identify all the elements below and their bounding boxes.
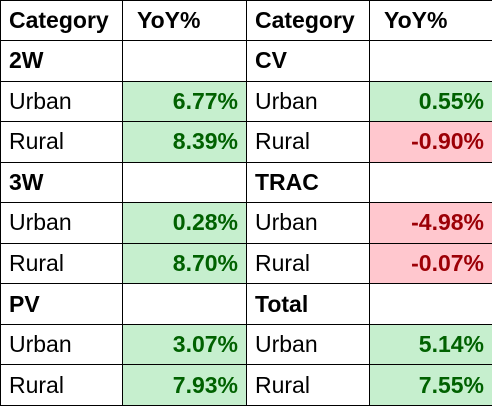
header-yoy-right: YoY%: [369, 0, 492, 41]
row-label: Rural: [246, 121, 370, 163]
empty-cell: [369, 40, 492, 82]
row-label: Urban: [246, 323, 370, 366]
row-label: Urban: [0, 202, 123, 244]
empty-cell: [369, 161, 492, 204]
section-row: PV Total: [0, 283, 492, 325]
yoy-value: 7.93%: [122, 364, 247, 406]
table-row: Urban 3.07% Urban 5.14%: [0, 323, 492, 366]
empty-cell: [122, 283, 247, 325]
header-category-right: Category: [246, 0, 370, 41]
yoy-value: -4.98%: [369, 202, 492, 244]
yoy-value: 7.55%: [369, 364, 492, 406]
yoy-value: 0.28%: [122, 202, 247, 244]
yoy-value: 0.55%: [369, 80, 492, 123]
yoy-value: 6.77%: [122, 80, 247, 123]
row-label: Urban: [246, 80, 370, 123]
row-label: Rural: [0, 121, 123, 163]
empty-cell: [369, 283, 492, 325]
yoy-value: 5.14%: [369, 323, 492, 366]
header-category-left: Category: [0, 0, 123, 41]
section-label-2w: 2W: [0, 40, 123, 82]
yoy-value: 8.70%: [122, 242, 247, 285]
yoy-value: 3.07%: [122, 323, 247, 366]
table-row: Rural 7.93% Rural 7.55%: [0, 364, 492, 406]
row-label: Rural: [246, 364, 370, 406]
section-label-trac: TRAC: [246, 161, 370, 204]
section-label-pv: PV: [0, 283, 123, 325]
row-label: Rural: [0, 364, 123, 406]
table-row: Rural 8.39% Rural -0.90%: [0, 121, 492, 163]
row-label: Urban: [0, 80, 123, 123]
table-row: Urban 6.77% Urban 0.55%: [0, 80, 492, 123]
empty-cell: [122, 40, 247, 82]
yoy-value: -0.90%: [369, 121, 492, 163]
section-row: 3W TRAC: [0, 161, 492, 204]
yoy-value: -0.07%: [369, 242, 492, 285]
empty-cell: [122, 161, 247, 204]
table-row: Urban 0.28% Urban -4.98%: [0, 202, 492, 244]
header-yoy-left: YoY%: [122, 0, 247, 41]
section-row: 2W CV: [0, 40, 492, 82]
row-label: Rural: [246, 242, 370, 285]
row-label: Urban: [246, 202, 370, 244]
row-label: Rural: [0, 242, 123, 285]
section-label-total: Total: [246, 283, 370, 325]
row-label: Urban: [0, 323, 123, 366]
section-label-cv: CV: [246, 40, 370, 82]
section-label-3w: 3W: [0, 161, 123, 204]
table-row: Rural 8.70% Rural -0.07%: [0, 242, 492, 285]
header-row: Category YoY% Category YoY%: [0, 0, 492, 41]
yoy-value: 8.39%: [122, 121, 247, 163]
